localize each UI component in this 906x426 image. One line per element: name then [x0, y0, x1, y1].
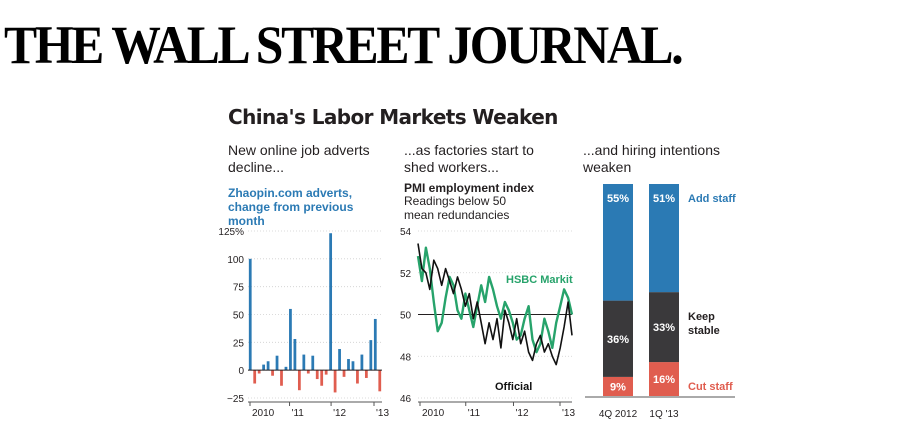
bar: [329, 233, 333, 371]
legend-cut-staff: Cut staff: [688, 381, 733, 393]
official-series-line: [417, 243, 573, 366]
pmi-line-chart: 54 52 50 48 46 HSBC Markit Official 2010 '11 '12 '…: [400, 227, 575, 419]
line-y-tick-label: 46: [400, 394, 412, 405]
subhead-hiring: ...and hiring intentions weaken: [583, 142, 720, 175]
bar: [262, 364, 266, 371]
hsbc-markit-series-line: [416, 246, 574, 354]
line-y-tick-label: 48: [400, 352, 412, 363]
stacked-bar-segment: [603, 376, 633, 396]
bar: [306, 370, 310, 374]
bar: [360, 354, 364, 371]
bar: [347, 359, 350, 371]
bar: [356, 370, 359, 384]
line-x-tick-label: '11: [468, 408, 481, 419]
bar: [364, 370, 368, 378]
hsbc-markit-label: HSBC Markit: [506, 274, 573, 286]
bar: [257, 370, 261, 374]
bar-chart-title: Zhaopin.com adverts, change from previou…: [228, 186, 354, 228]
stacked-bar-value-label: 36%: [607, 334, 629, 346]
bar: [271, 370, 274, 376]
stacked-bar-segment: [649, 184, 679, 293]
bar: [324, 370, 328, 375]
stacked-bar-segment: [603, 300, 633, 377]
bar-y-tick-label: 25: [233, 338, 245, 349]
bar-x-tick-label: '11: [292, 408, 305, 419]
line-y-tick-label: 54: [400, 227, 412, 238]
headline: China's Labor Markets Weaken: [228, 105, 558, 129]
bar: [297, 370, 301, 391]
line-y-tick-label: 50: [400, 311, 412, 322]
legend-keep-stable-line2: stable: [688, 325, 720, 337]
hiring-stacked-bars: 9% 36% 55% 4Q 2012 16% 33% 51% 1Q '13 Add staff K…: [585, 184, 736, 420]
subhead-online-adverts: New online job adverts decline...: [228, 142, 370, 175]
category-label: 4Q 2012: [599, 409, 638, 420]
adverts-bar-chart: 125% 100 75 50 25 0 −25 2010 '11 '12 '13: [218, 227, 389, 419]
bar-y-tick-label: 50: [233, 311, 245, 322]
bar-y-tick-label: 75: [233, 283, 245, 294]
line-x-tick-label: '13: [562, 408, 575, 419]
bar: [320, 370, 324, 386]
bar: [342, 370, 346, 377]
bar-y-tick-label: 125%: [218, 227, 244, 238]
bar: [373, 318, 377, 371]
bar: [275, 355, 279, 371]
stacked-bar-segment: [649, 292, 679, 363]
bar: [302, 354, 306, 371]
line-y-tick-label: 52: [400, 269, 412, 280]
bar: [253, 370, 257, 384]
stacked-bar-value-label: 16%: [653, 374, 675, 386]
bar: [266, 361, 270, 371]
stacked-bar-value-label: 55%: [607, 193, 629, 205]
bar-y-tick-label: 100: [227, 255, 244, 266]
line-chart-title: PMI employment index: [404, 181, 535, 195]
line-chart-subtitle: Readings below 50 mean redundancies: [404, 194, 510, 222]
line-x-tick-label: '12: [515, 408, 528, 419]
subhead-factories: ...as factories start to shed workers...: [404, 142, 534, 175]
stacked-bar-value-label: 51%: [653, 193, 675, 205]
masthead: THE WALL STREET JOURNAL.: [4, 15, 684, 75]
legend-add-staff: Add staff: [688, 193, 736, 205]
official-label: Official: [495, 381, 532, 393]
bar-x-tick-label: 2010: [252, 408, 275, 419]
stacked-bar-value-label: 9%: [610, 381, 626, 393]
stacked-bar-segment: [603, 184, 633, 301]
bar: [289, 308, 292, 371]
bar-x-tick-label: '12: [333, 408, 346, 419]
bar-y-tick-label: 0: [238, 366, 244, 377]
bar-x-tick-label: '13: [376, 408, 389, 419]
bar: [280, 370, 283, 386]
bar: [284, 366, 288, 371]
bar: [333, 370, 337, 393]
stacked-bar-segment: [649, 362, 679, 396]
bar: [311, 355, 315, 371]
bar: [338, 349, 341, 371]
bar-y-tick-label: −25: [227, 394, 244, 405]
bar: [315, 370, 319, 380]
category-label: 1Q '13: [649, 409, 679, 420]
bar: [378, 370, 382, 392]
bar: [248, 258, 252, 371]
bar: [369, 340, 373, 371]
bar: [351, 361, 355, 371]
legend-keep-stable-line1: Keep: [688, 311, 715, 323]
line-x-tick-label: 2010: [422, 408, 445, 419]
bar: [293, 338, 297, 371]
stacked-bar-value-label: 33%: [653, 322, 675, 334]
